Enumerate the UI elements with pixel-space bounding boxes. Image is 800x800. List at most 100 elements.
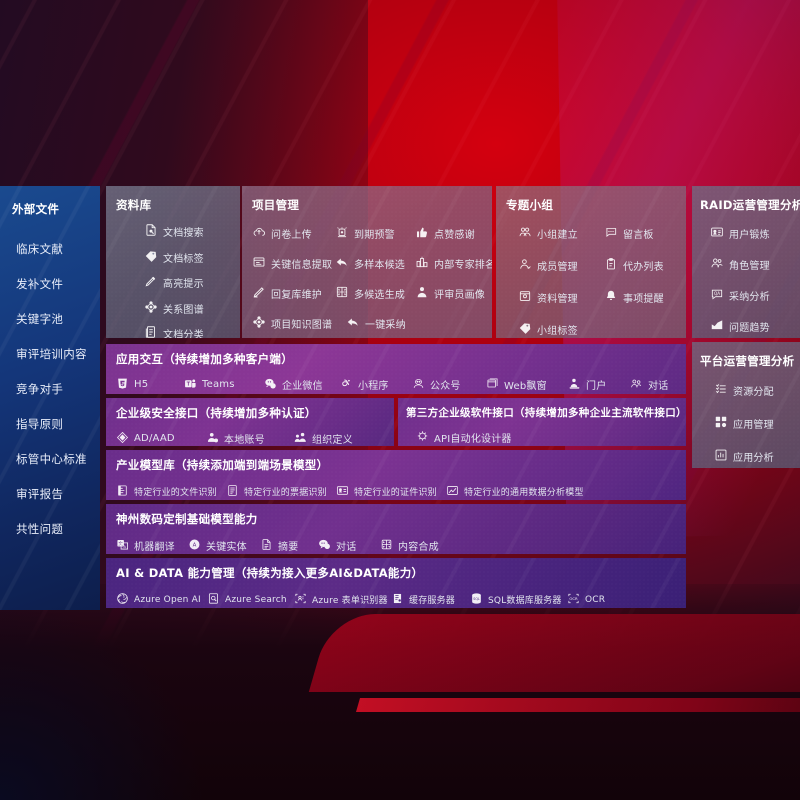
feature-miniprogram[interactable]: 小程序 [340, 375, 412, 394]
feature-portal[interactable]: 门户 [568, 375, 630, 394]
feature-official-account[interactable]: 公众号 [412, 375, 486, 394]
data-analysis-icon [446, 482, 459, 500]
sidebar-item-standards-center[interactable]: 标管中心标准 [16, 451, 87, 466]
html5-icon [116, 375, 129, 394]
feature-role-management[interactable]: 角色管理 [710, 255, 800, 274]
feature-dialog-capability[interactable]: 对话 [318, 536, 380, 554]
feature-label: 点赞感谢 [434, 230, 475, 241]
feature-org-definition[interactable]: 组织定义 [294, 429, 384, 446]
panel-app-interaction: 应用交互（持续增加多种客户端） H5 Teams [106, 344, 686, 394]
feature-industry-file-recognition[interactable]: 特定行业的文件识别 [116, 482, 224, 500]
feature-highlight[interactable]: 高亮提示 [144, 273, 240, 292]
thumbs-up-icon [415, 224, 429, 243]
feature-content-synthesis[interactable]: 内容合成 [380, 536, 460, 554]
panel-title-topic-group: 专题小组 [506, 198, 554, 212]
feature-thanks-like[interactable]: 点赞感谢 [415, 224, 488, 243]
feature-label: 文档标签 [163, 253, 204, 265]
feature-adoption-analysis[interactable]: QA 采纳分析 [710, 286, 800, 305]
feature-industry-data-analysis-model[interactable]: 特定行业的通用数据分析模型 [446, 482, 583, 500]
feature-multi-candidate-generate[interactable]: 多候选生成 [335, 284, 415, 303]
feature-group-tag[interactable]: 小组标签 [518, 320, 604, 338]
feature-user-training[interactable]: 用户锻炼 [710, 224, 800, 243]
feature-issue-trend[interactable]: 问题趋势 [710, 317, 800, 336]
sidebar-item-keyword-pool[interactable]: 关键字池 [16, 311, 64, 326]
roles-icon [710, 255, 724, 274]
feature-questionnaire-upload[interactable]: 问卷上传 [252, 224, 335, 243]
feature-label: 资料管理 [537, 294, 578, 305]
feature-web-float-window[interactable]: Web飘窗 [486, 375, 568, 394]
api-gear-icon [416, 428, 429, 446]
feature-wecom[interactable]: 企业微信 [264, 375, 340, 394]
feature-label: Azure Open AI [134, 594, 201, 605]
highlighter-icon [144, 273, 158, 292]
feature-reviewer-portrait[interactable]: 评审员画像 [415, 284, 488, 303]
feature-label: 公众号 [430, 381, 461, 392]
graph-icon [252, 314, 266, 333]
feature-message-board[interactable]: 留言板 [604, 224, 684, 243]
feature-azure-form-recognizer[interactable]: Azure 表单识别器 [294, 590, 390, 608]
feature-api-designer[interactable]: API自动化设计器 [416, 428, 512, 446]
sidebar-item-common-issues[interactable]: 共性问题 [16, 521, 64, 536]
feature-todo-list[interactable]: 代办列表 [604, 256, 684, 275]
sidebar-item-review-report[interactable]: 审评报告 [16, 486, 64, 501]
feature-item-reminder[interactable]: 事项提醒 [604, 288, 684, 307]
feature-teams[interactable]: Teams [184, 375, 264, 394]
sidebar-item-supplement-docs[interactable]: 发补文件 [16, 276, 64, 291]
feature-expiry-alert[interactable]: 到期预警 [335, 224, 415, 243]
feature-material-management[interactable]: 资料管理 [518, 288, 604, 307]
feature-summary[interactable]: 摘要 [260, 536, 318, 554]
feature-label: 文档分类 [163, 330, 204, 338]
feature-azure-openai[interactable]: Azure Open AI [116, 590, 206, 608]
feature-app-management[interactable]: 应用管理 [714, 414, 800, 433]
feature-resource-allocation[interactable]: 资源分配 [714, 381, 800, 400]
cloud-upload-icon [252, 224, 266, 243]
feature-internal-expert-ranking[interactable]: 内部专家排名 [415, 254, 492, 273]
feature-sql-db-server[interactable]: SQL SQL数据库服务器 [470, 590, 566, 608]
sidebar-item-review-training[interactable]: 审评培训内容 [16, 346, 87, 361]
feature-dialog[interactable]: 对话 [630, 375, 682, 394]
panel-thirdparty-interface: 第三方企业级软件接口（持续增加多种企业主流软件接口） API自动化设计器 [398, 398, 686, 446]
feature-doc-category[interactable]: 文档分类 [144, 324, 240, 338]
feature-reply-library-maintain[interactable]: 回复库维护 [252, 284, 335, 303]
feature-industry-id-recognition[interactable]: 特定行业的证件识别 [336, 482, 444, 500]
feature-ad-aad[interactable]: AD/AAD [116, 429, 206, 446]
pen-icon [252, 284, 266, 303]
feature-local-account[interactable]: 本地账号 [206, 429, 294, 446]
feature-label: 关键信息提取 [271, 260, 333, 271]
feature-relation-graph[interactable]: 关系图谱 [144, 299, 240, 318]
feature-label: 本地账号 [224, 435, 265, 446]
openai-icon [116, 590, 129, 608]
feature-ocr[interactable]: OCR OCR [567, 590, 619, 608]
feature-azure-search[interactable]: Azure Search [207, 590, 293, 608]
entity-icon: A [188, 536, 201, 554]
reply-icon [335, 254, 349, 273]
feature-multi-sample-candidate[interactable]: 多样本候选 [335, 254, 415, 273]
svg-text:A: A [123, 545, 126, 549]
feature-industry-receipt-recognition[interactable]: 特定行业的票据识别 [226, 482, 334, 500]
panel-project-management: 项目管理 问卷上传 到期预警 [242, 186, 492, 338]
feature-label: 资源分配 [733, 387, 774, 398]
feature-group-create[interactable]: 小组建立 [518, 224, 604, 243]
feature-member-management[interactable]: 成员管理 [518, 256, 604, 275]
feature-doc-search[interactable]: 文档搜索 [144, 222, 240, 241]
feature-cache-server[interactable]: 缓存服务器 [391, 590, 469, 608]
feature-one-click-adopt[interactable]: 一键采纳 [346, 314, 419, 333]
chat-group-icon [630, 375, 643, 394]
feature-doc-tag[interactable]: 文档标签 [144, 248, 240, 267]
apps-gear-icon [714, 414, 728, 433]
sidebar-title: 外部文件 [12, 202, 60, 216]
feature-app-analytics[interactable]: 应用分析 [714, 447, 800, 466]
feature-label: 内部专家排名 [434, 260, 492, 271]
feature-key-info-extract[interactable]: 关键信息提取 [252, 254, 335, 273]
sidebar-item-clinical-literature[interactable]: 临床文献 [16, 241, 64, 256]
sidebar-item-guidelines[interactable]: 指导原则 [16, 416, 64, 431]
doc-category-icon [144, 324, 158, 338]
file-recognize-icon [116, 482, 129, 500]
panel-title-ai-data-management: AI & DATA 能力管理（持续为接入更多AI&DATA能力） [116, 566, 424, 580]
sidebar-item-competitors[interactable]: 竞争对手 [16, 381, 64, 396]
feature-key-entity[interactable]: A 关键实体 [188, 536, 260, 554]
feature-h5[interactable]: H5 [116, 375, 184, 394]
panel-enterprise-security: 企业级安全接口（持续增加多种认证） AD/AAD 本地账号 [106, 398, 394, 446]
feature-project-knowledge-graph[interactable]: 项目知识图谱 [252, 314, 346, 333]
